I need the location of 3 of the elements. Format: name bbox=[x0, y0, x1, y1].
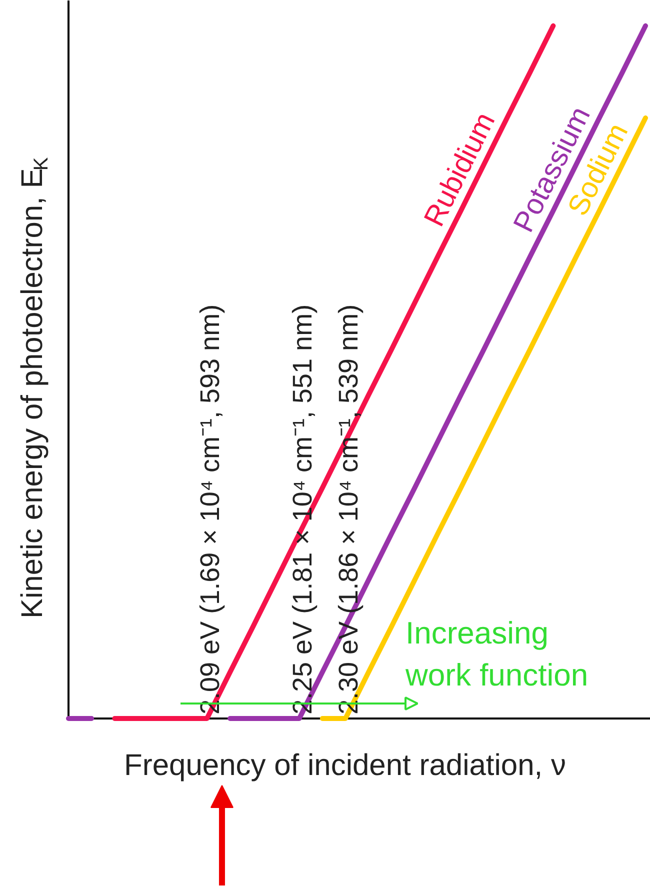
x-axis-title: Frequency of incident radiation, ν bbox=[124, 749, 566, 782]
y-axis-title: Kinetic energy of photoelectron, EK bbox=[16, 156, 52, 618]
annotation: Increasing work function bbox=[404, 616, 588, 692]
